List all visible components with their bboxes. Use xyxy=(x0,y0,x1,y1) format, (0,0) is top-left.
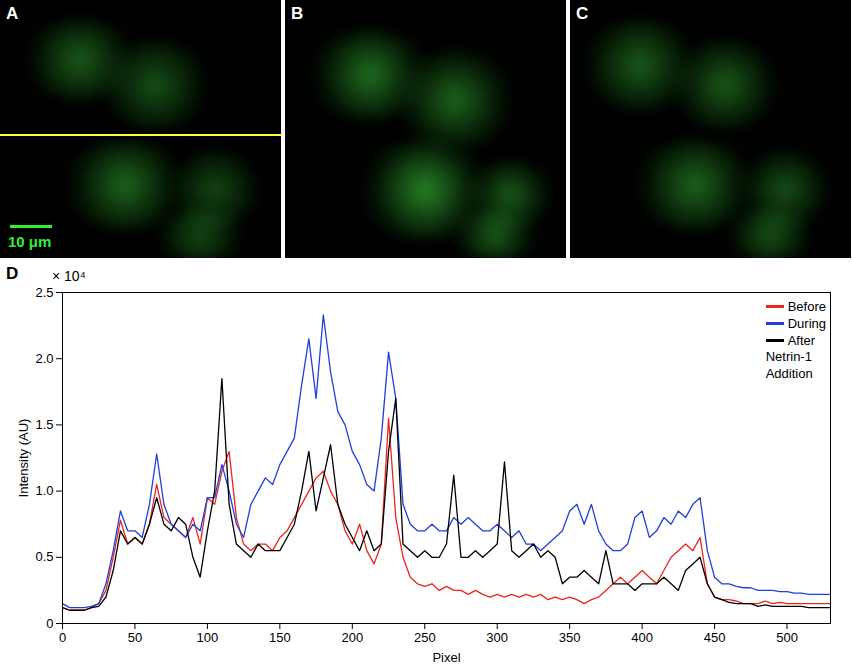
svg-text:0: 0 xyxy=(59,630,66,645)
html-text:Addition: Addition xyxy=(765,366,813,381)
svg-text:450: 450 xyxy=(704,630,726,645)
svg-text:300: 300 xyxy=(486,630,508,645)
svg-text:2.5: 2.5 xyxy=(35,285,53,300)
svg-text:Pixel: Pixel xyxy=(432,650,460,665)
svg-text:500: 500 xyxy=(776,630,798,645)
svg-text:50: 50 xyxy=(128,630,142,645)
svg-text:400: 400 xyxy=(631,630,653,645)
svg-text:250: 250 xyxy=(414,630,436,645)
html-text:Netrin-1: Netrin-1 xyxy=(765,349,812,364)
html-text:During: During xyxy=(787,316,826,331)
html-text:10 μm: 10 μm xyxy=(8,233,52,250)
html-text:Before: Before xyxy=(787,299,826,314)
html-text:C: C xyxy=(576,4,589,23)
svg-text:1.0: 1.0 xyxy=(35,483,53,498)
html-text:D: D xyxy=(6,264,19,283)
svg-text:100: 100 xyxy=(197,630,219,645)
svg-text:2.0: 2.0 xyxy=(35,351,53,366)
html-text:After: After xyxy=(787,333,816,348)
svg-text:0: 0 xyxy=(46,616,53,631)
svg-text:0.5: 0.5 xyxy=(35,549,53,564)
svg-text:150: 150 xyxy=(269,630,291,645)
html-text:× 10⁴: × 10⁴ xyxy=(52,268,86,284)
svg-text:350: 350 xyxy=(559,630,581,645)
html-text:A: A xyxy=(6,4,19,23)
svg-text:200: 200 xyxy=(341,630,363,645)
svg-text:Intensity (AU): Intensity (AU) xyxy=(16,419,31,498)
svg-text:1.5: 1.5 xyxy=(35,417,53,432)
html-text:B: B xyxy=(291,4,304,23)
